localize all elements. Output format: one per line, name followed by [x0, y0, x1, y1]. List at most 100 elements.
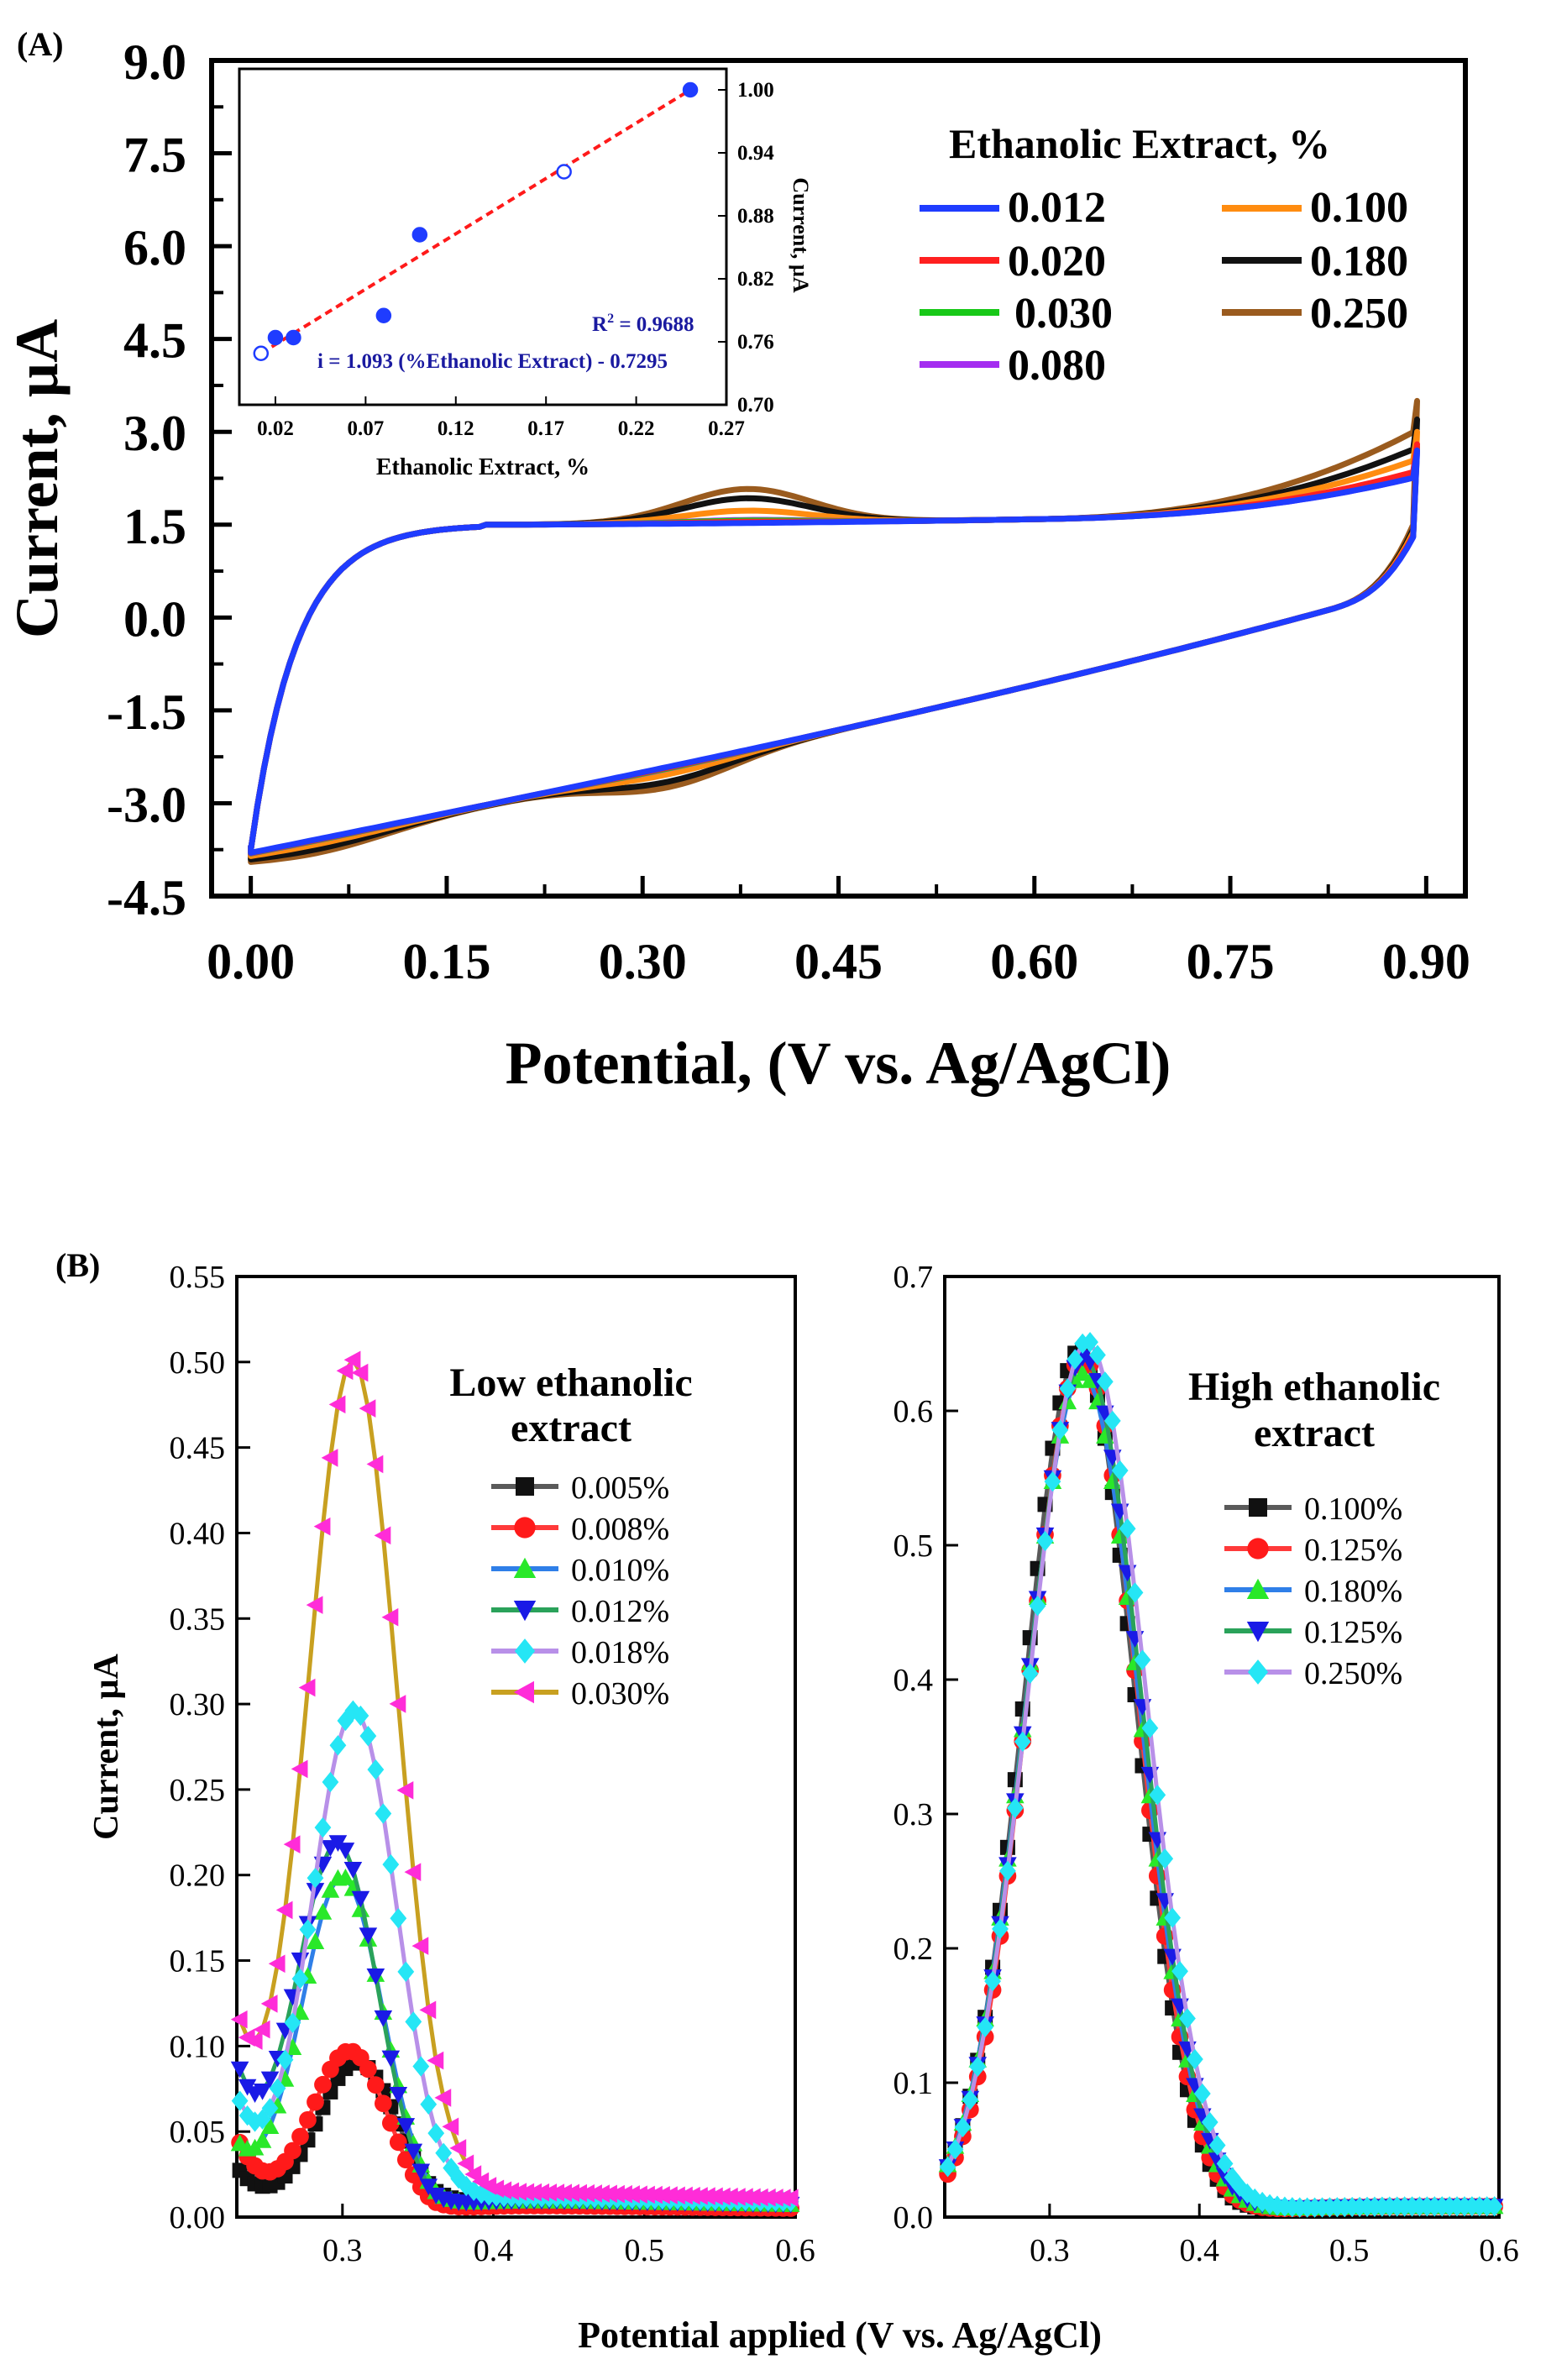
b-marker: [314, 1817, 332, 1838]
legend-label-0.100: 0.100: [1310, 184, 1408, 232]
b-marker: [442, 2117, 459, 2136]
panel-b-right-legend-title-line1: High ethanolic: [1188, 1365, 1440, 1409]
a-x-tick-label: 0.30: [599, 934, 687, 989]
b-marker: [260, 2117, 280, 2135]
panel-b-left-legend-title-line2: extract: [511, 1406, 632, 1450]
a-y-tick-label: 0.0: [123, 591, 186, 647]
panel-b-y-axis-label: Current, µA: [87, 1653, 126, 1839]
b-line-0.100%: [946, 1349, 1495, 2211]
b-marker: [1082, 1332, 1098, 1353]
b-marker: [969, 2056, 987, 2077]
b-marker: [260, 2071, 280, 2089]
a-x-tick-label: 0.60: [990, 934, 1078, 989]
b-marker: [253, 2020, 270, 2039]
b-marker: [381, 1607, 399, 1627]
inset-y-tick-label: 0.76: [737, 331, 774, 354]
b-marker: [343, 1350, 361, 1370]
b-marker: [411, 1937, 429, 1955]
b-marker: [1126, 1582, 1144, 1603]
inset-y-tick-label: 1.00: [737, 79, 774, 102]
legend-label-0.250: 0.250: [1310, 290, 1408, 338]
b-marker: [245, 2031, 263, 2050]
b-marker: [1021, 1663, 1039, 1684]
legend-label-0.180: 0.180: [1310, 238, 1408, 286]
b-marker: [449, 2139, 467, 2157]
b-marker: [1208, 2135, 1226, 2156]
b-marker: [322, 1771, 339, 1793]
b-legend-label-0.012%: 0.012%: [571, 1594, 669, 1629]
inset-y-tick-label: 0.70: [737, 394, 774, 417]
inset-x-axis-label: Ethanolic Extract, %: [376, 454, 590, 480]
b-marker: [359, 2060, 377, 2079]
b-marker: [261, 2098, 279, 2119]
inset-x-tick-label: 0.02: [257, 417, 294, 440]
b-legend-marker: [513, 1680, 534, 1704]
a-y-tick-label: 1.5: [123, 499, 186, 554]
b-y-tick-label: 0.3: [894, 1797, 934, 1832]
a-x-tick-label: 0.45: [794, 934, 883, 989]
b-marker: [404, 1863, 422, 1881]
b-marker: [1103, 1410, 1121, 1432]
b-marker: [962, 2089, 979, 2110]
b-marker: [381, 2114, 400, 2132]
b-legend-marker: [1247, 1538, 1269, 1560]
b-marker: [946, 2139, 964, 2160]
legend-label-0.020: 0.020: [1008, 238, 1106, 286]
panel-a-legend-title: Ethanolic Extract, %: [949, 120, 1330, 167]
b-marker: [230, 2061, 249, 2079]
a-y-tick-label: -3.0: [107, 777, 186, 832]
panel-b-right-legend: High ethanolic extract 0.100% 0.125% 0.180…: [1188, 1365, 1440, 1691]
b-marker: [427, 2123, 445, 2144]
b-legend-label-0.250%: 0.250%: [1304, 1656, 1402, 1691]
b-legend-marker: [513, 1601, 537, 1622]
b-legend-marker: [1246, 1578, 1270, 1599]
b-legend-marker: [1247, 1659, 1269, 1685]
b-legend-label-0.125%: 0.125%: [1304, 1615, 1402, 1650]
b-marker: [291, 1968, 309, 1989]
b-marker: [299, 1919, 317, 1940]
inset-x-tick-label: 0.17: [527, 417, 564, 440]
b-marker: [1096, 1371, 1114, 1392]
b-markers-0.125%: [939, 1348, 1503, 2218]
b-x-tick-label: 0.5: [1329, 2233, 1370, 2268]
b-y-tick-label: 0.00: [170, 2200, 226, 2236]
b-marker: [375, 1803, 392, 1824]
b-marker: [420, 2094, 438, 2115]
a-y-tick-label: 4.5: [123, 313, 186, 369]
panel-a-y-axis-label: Current, µA: [3, 319, 71, 638]
panel-b-right-curves: [938, 1332, 1504, 2218]
b-marker: [1141, 1717, 1159, 1738]
b-marker: [397, 1961, 415, 1982]
b-marker: [269, 2078, 286, 2099]
b-marker: [275, 1900, 293, 1920]
panel-b-left-legend-title-line1: Low ethanolic: [449, 1360, 692, 1405]
b-marker: [954, 2116, 972, 2138]
b-y-tick-label: 0.0: [894, 2200, 934, 2236]
b-y-tick-label: 0.35: [170, 1602, 226, 1637]
b-x-tick-label: 0.3: [1030, 2233, 1070, 2268]
inset-plot: [253, 81, 699, 361]
legend-label-0.012: 0.012: [1008, 184, 1106, 232]
b-marker: [336, 1843, 355, 1859]
b-marker: [1239, 2183, 1256, 2204]
b-marker: [359, 1927, 378, 1945]
panel-b-right-ticks: 0.0 0.1 0.2 0.3 0.4 0.5 0.6 0.7 0.3 0.4 0.5 0.6: [894, 1260, 1519, 2268]
b-marker: [276, 2049, 294, 2070]
b-markers-0.125%: [938, 1350, 1504, 2217]
inset-equation: i = 1.093 (%Ethanolic Extract) - 0.7295: [317, 350, 668, 373]
b-marker: [1044, 1471, 1061, 1492]
b-marker: [1164, 1907, 1182, 1928]
inset-y-axis-label: Current, µA: [789, 177, 813, 292]
b-legend-label-0.030%: 0.030%: [571, 1676, 669, 1712]
b-marker: [495, 2181, 512, 2200]
b-markers-0.012%: [230, 1835, 800, 2214]
b-legend-label-0.018%: 0.018%: [571, 1635, 669, 1670]
b-marker: [419, 2000, 437, 2020]
b-marker: [396, 2118, 416, 2135]
panel-a-label: (A): [17, 25, 64, 63]
panel-b-left-frame: [235, 1275, 797, 2219]
b-y-tick-label: 0.20: [170, 1858, 226, 1894]
b-marker: [231, 2090, 249, 2111]
panel-a-inset: 0.02 0.07 0.12 0.17 0.22 0.270.70 0.76 0.82 0.88…: [238, 67, 813, 480]
b-marker: [367, 2076, 385, 2094]
